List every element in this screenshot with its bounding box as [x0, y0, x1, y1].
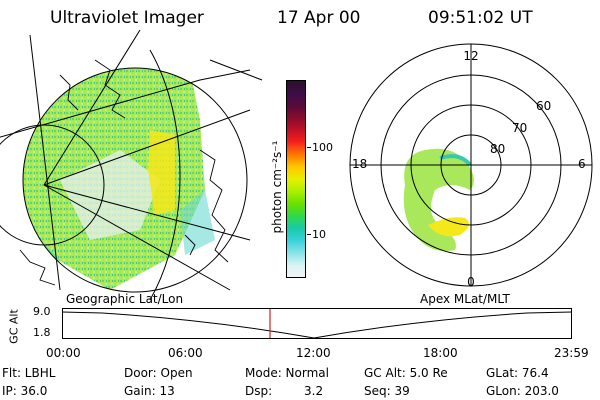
colorbar-tick-10: 10: [312, 228, 326, 241]
footer-ip: IP: 36.0: [2, 384, 48, 398]
time-tick-1200: 12:00: [296, 346, 331, 360]
time-label: 09:51:02 UT: [428, 8, 533, 28]
time-tick-1800: 18:00: [423, 346, 458, 360]
colorbar-tick-mark: [307, 234, 311, 235]
altitude-curve: [61, 311, 573, 339]
footer-gain: Gain: 13: [124, 384, 175, 398]
footer-glon: GLon: 203.0: [486, 384, 559, 398]
timeline-left-label: Geographic Lat/Lon: [66, 292, 184, 306]
footer-flt: Flt: LBHL: [2, 366, 56, 380]
colorbar: [286, 80, 306, 278]
timeline-plot: [61, 308, 573, 339]
footer-mode: Mode: Normal: [245, 366, 329, 380]
timeline-y-axis-label: GC Alt: [7, 309, 21, 344]
footer-dsp-value: 3.2: [304, 384, 324, 398]
colorbar-tick-mark: [307, 147, 311, 148]
footer-glat: GLat: 76.4: [486, 366, 549, 380]
mlt-label-0: 0: [467, 275, 475, 289]
mlt-label-18: 18: [352, 157, 367, 171]
mlt-label-6: 6: [578, 157, 586, 171]
instrument-title: Ultraviolet Imager: [50, 8, 204, 28]
lat-label-80: 80: [490, 142, 505, 156]
timeline-y-tick-top: 9.0: [33, 305, 51, 318]
lat-label-70: 70: [512, 121, 527, 135]
geographic-image: [0, 29, 263, 301]
footer-gc-alt: GC Alt: 5.0 Re: [364, 366, 448, 380]
timeline-y-tick-bottom: 1.8: [33, 326, 51, 339]
footer-dsp-label: Dsp:: [245, 384, 273, 398]
colorbar-tick-100: 100: [312, 141, 333, 154]
lat-lon-grid: [0, 29, 263, 301]
polar-aurora: [403, 148, 474, 251]
date-label: 17 Apr 00: [277, 8, 361, 28]
lat-label-60: 60: [536, 99, 551, 113]
footer-seq: Seq: 39: [364, 384, 410, 398]
mlt-label-12: 12: [463, 49, 478, 63]
time-tick-0600: 06:00: [168, 346, 203, 360]
footer-door: Door: Open: [124, 366, 193, 380]
time-tick-2359: 23:59: [554, 346, 589, 360]
colorbar-unit-label: photon cm⁻²s⁻¹: [270, 140, 284, 234]
time-tick-0000: 00:00: [46, 346, 81, 360]
timeline-right-label: Apex MLat/MLT: [420, 292, 510, 306]
coastline: [19, 59, 229, 286]
polar-plot: 12 18 6 0 60 70 80: [349, 43, 593, 289]
